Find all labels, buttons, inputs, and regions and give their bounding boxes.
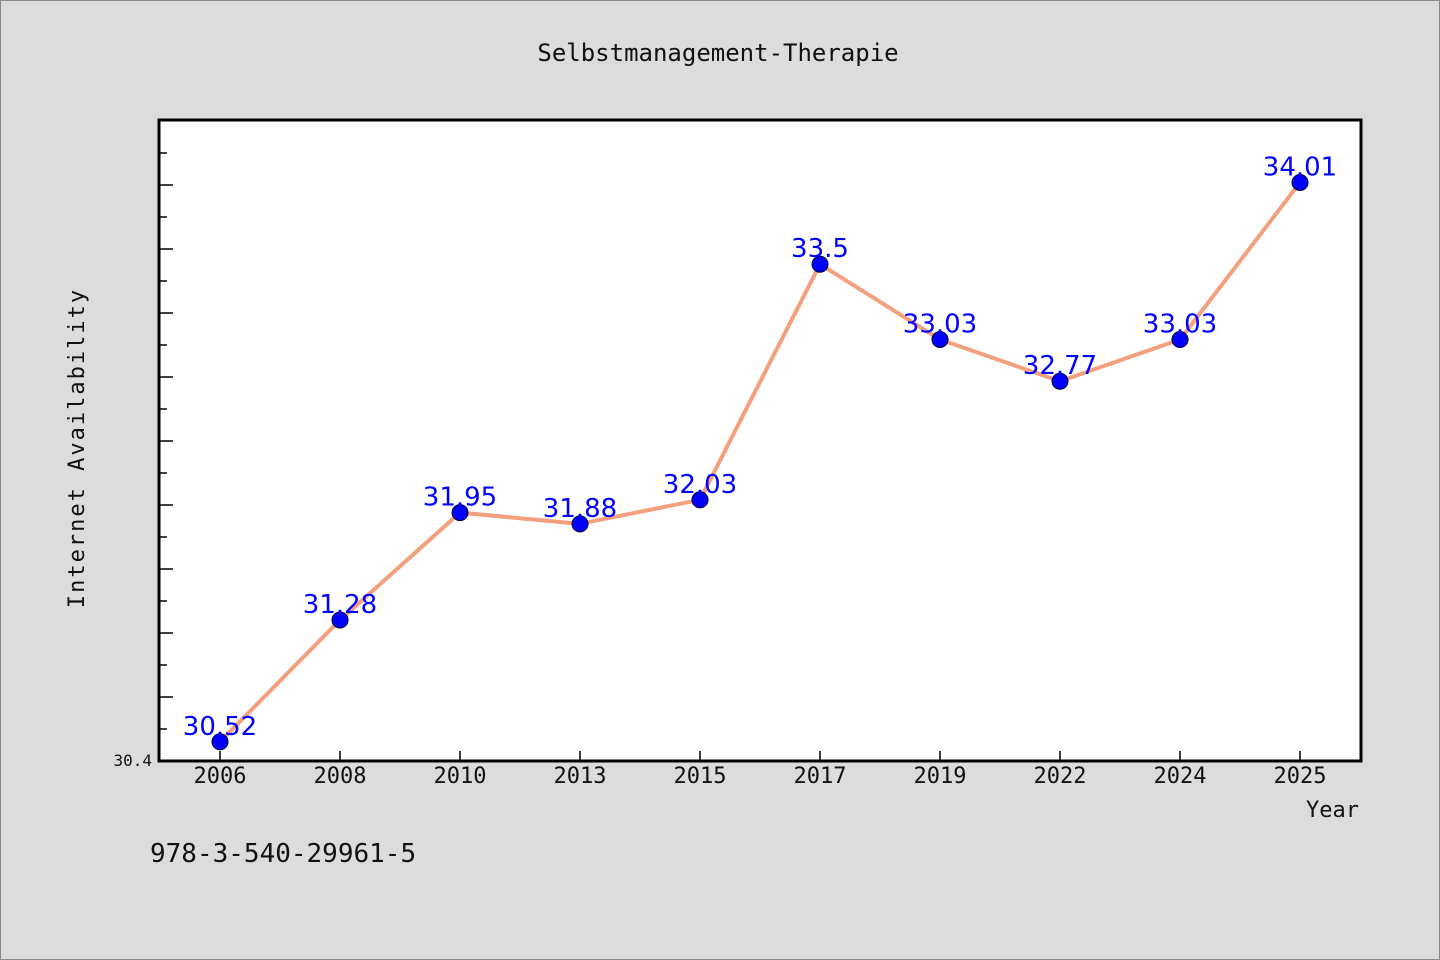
data-point	[1051, 372, 1069, 390]
caption: 978-3-540-29961-5	[150, 839, 416, 869]
data-point	[931, 331, 949, 349]
x-tick-label: 2017	[794, 764, 847, 789]
x-tick-label: 2010	[434, 764, 487, 789]
data-point	[811, 255, 829, 273]
data-label: 31.88	[543, 494, 617, 524]
data-label: 30.52	[183, 712, 257, 742]
plot-area	[157, 118, 1363, 763]
data-label: 32.77	[1023, 351, 1097, 381]
x-tick-label: 2019	[914, 764, 967, 789]
x-tick-label: 2006	[194, 764, 247, 789]
data-point	[1291, 173, 1309, 191]
y-axis-label: Internet Availability	[65, 288, 90, 608]
data-label: 32.03	[663, 470, 737, 500]
x-tick-label: 2024	[1154, 764, 1207, 789]
data-point	[691, 491, 709, 509]
series-line	[218, 180, 1302, 744]
y-axis-ticks	[159, 152, 173, 762]
data-markers	[211, 173, 1309, 751]
data-labels: 30.52 31.28 31.95 31.88 32.03 33.5 33.03 32.77 3…	[183, 152, 1337, 741]
x-axis-label: Year	[1306, 798, 1359, 823]
x-tick-label: 2022	[1034, 764, 1087, 789]
data-label: 33.5	[791, 234, 849, 264]
data-point	[211, 733, 229, 751]
x-tick-label: 2008	[314, 764, 367, 789]
x-tick-label: 2015	[674, 764, 727, 789]
data-point	[451, 504, 469, 522]
data-label: 33.03	[1143, 310, 1217, 340]
data-point	[571, 515, 589, 533]
data-point	[331, 611, 349, 629]
data-label: 31.28	[303, 590, 377, 620]
y-axis-min-label: 30.4	[113, 751, 152, 770]
x-tick-label: 2025	[1274, 764, 1327, 789]
data-label: 34.01	[1263, 152, 1337, 182]
x-axis-ticks	[219, 751, 1301, 761]
data-label: 33.03	[903, 310, 977, 340]
data-point	[1171, 331, 1189, 349]
chart-title: Selbstmanagement-Therapie	[537, 39, 898, 67]
data-label: 31.95	[423, 483, 497, 513]
x-axis-tick-labels: 2006 2008 2010 2013 2015 2017 2019 2022 2024 2025	[194, 764, 1327, 789]
x-tick-label: 2013	[554, 764, 607, 789]
